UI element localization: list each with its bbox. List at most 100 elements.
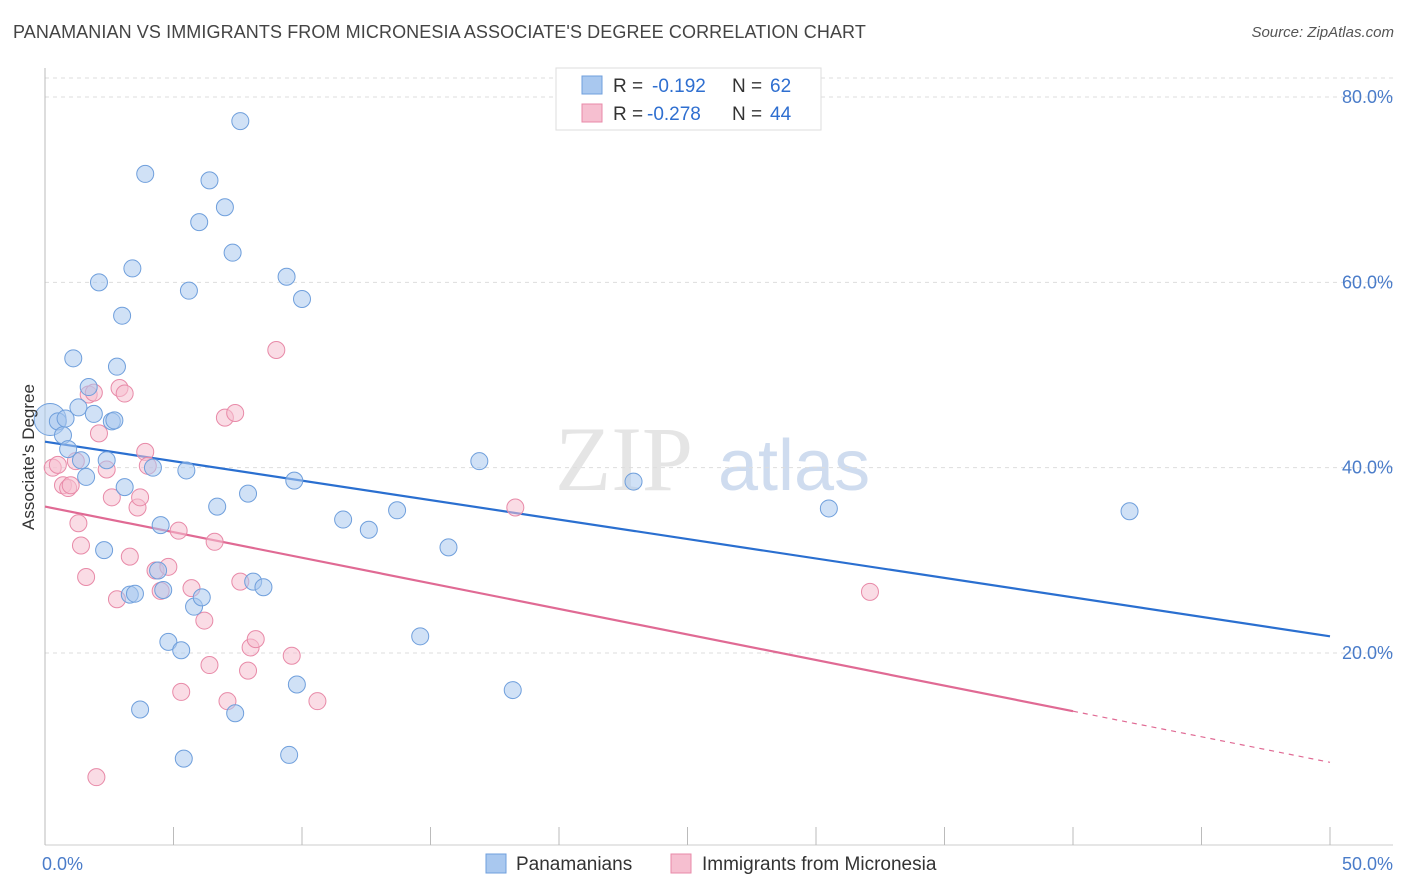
- y-axis-label: Associate's Degree: [19, 384, 38, 530]
- micronesia-point-14: [102, 488, 121, 507]
- micronesia-point-41: [308, 692, 327, 711]
- micronesia-point-30: [200, 656, 219, 675]
- panamanian-point-52: [388, 501, 407, 520]
- panamanian-point-41: [231, 112, 250, 131]
- panamanian-point-35: [192, 588, 211, 607]
- panamanian-point-44: [254, 578, 273, 597]
- legend-n-label-1: N =: [732, 76, 762, 97]
- panamanian-point-26: [151, 516, 170, 535]
- panamanian-point-20: [123, 259, 142, 278]
- micronesia-point-6: [69, 514, 88, 533]
- legend-swatch-panamanians: [581, 75, 603, 95]
- panamanian-point-42: [239, 484, 258, 503]
- micronesia-point-31: [205, 532, 224, 551]
- micronesia-point-11: [87, 768, 106, 787]
- panamanian-point-4: [59, 440, 78, 459]
- watermark-zip: ZIP: [555, 408, 693, 510]
- data-points: [33, 112, 1139, 787]
- panamanian-point-58: [819, 499, 838, 518]
- micronesia-point-39: [267, 340, 286, 359]
- panamanian-point-22: [131, 700, 150, 719]
- panamanian-point-53: [411, 627, 430, 646]
- panamanian-point-9: [79, 378, 98, 397]
- panamanian-point-25: [149, 561, 168, 580]
- micronesia-point-26: [169, 521, 188, 540]
- micronesia-point-12: [89, 424, 108, 443]
- y-tick-label-80: 80.0%: [1342, 87, 1393, 107]
- micronesia-point-1: [48, 455, 67, 474]
- bottom-legend-label-micronesia: Immigrants from Micronesia: [702, 854, 937, 875]
- bottom-legend-swatch-micronesia: [670, 853, 692, 874]
- bottom-legend-label-panamanians: Panamanians: [516, 854, 632, 875]
- x-tick-label-max: 50.0%: [1342, 854, 1393, 874]
- panamanian-point-31: [177, 461, 196, 480]
- panamanian-point-17: [113, 306, 132, 325]
- trend-line-extension-1: [1072, 710, 1331, 763]
- micronesia-point-27: [172, 682, 191, 701]
- micronesia-point-7: [71, 536, 90, 555]
- panamanian-point-11: [89, 273, 108, 292]
- micronesia-point-29: [195, 611, 214, 630]
- panamanian-point-10: [84, 404, 103, 423]
- panamanian-point-32: [179, 281, 198, 300]
- panamanian-point-48: [287, 675, 306, 694]
- panamanian-point-13: [97, 451, 116, 470]
- panamanian-point-23: [136, 164, 155, 183]
- panamanian-point-37: [208, 497, 227, 516]
- panamanian-point-54: [439, 538, 458, 557]
- y-tick-label-40: 40.0%: [1342, 458, 1393, 478]
- bottom-legend-swatch-panamanians: [485, 853, 507, 874]
- panamanian-point-16: [107, 357, 126, 376]
- legend-n-value-1: 62: [770, 76, 791, 97]
- micronesia-point-42: [506, 498, 525, 517]
- panamanian-point-18: [115, 478, 134, 497]
- legend-r-value-1: -0.192: [652, 76, 706, 97]
- panamanian-point-36: [200, 171, 219, 190]
- panamanian-point-5: [64, 349, 83, 368]
- panamanian-point-3: [56, 409, 75, 428]
- panamanian-point-49: [293, 290, 311, 309]
- panamanian-point-46: [280, 745, 299, 764]
- legend-swatch-micronesia: [581, 103, 603, 123]
- micronesia-point-20: [131, 488, 150, 507]
- y-tick-label-20: 20.0%: [1342, 643, 1393, 663]
- panamanian-point-21: [125, 584, 144, 603]
- x-tick-label-min: 0.0%: [42, 854, 83, 874]
- micronesia-point-8: [77, 568, 96, 587]
- panamanian-point-34: [190, 213, 209, 232]
- micronesia-point-43: [860, 582, 879, 601]
- micronesia-point-4: [61, 476, 80, 495]
- panamanian-point-39: [223, 243, 242, 262]
- panamanian-point-29: [172, 641, 191, 660]
- panamanian-point-38: [215, 198, 234, 217]
- panamanian-point-55: [470, 452, 489, 471]
- panamanian-point-40: [226, 704, 245, 723]
- panamanian-point-50: [334, 510, 353, 529]
- panamanian-point-57: [624, 472, 643, 491]
- chart-title: PANAMANIAN VS IMMIGRANTS FROM MICRONESIA…: [13, 22, 866, 42]
- legend-n-value-2: 44: [770, 104, 792, 125]
- micronesia-point-34: [226, 403, 245, 422]
- micronesia-point-40: [282, 646, 301, 665]
- watermark-atlas: atlas: [718, 426, 870, 506]
- panamanian-point-15: [105, 411, 124, 430]
- panamanian-point-28: [159, 632, 178, 651]
- legend-r-label-2: R =: [613, 104, 643, 125]
- micronesia-point-18: [120, 547, 139, 566]
- panamanian-point-56: [503, 681, 522, 700]
- panamanian-point-51: [359, 520, 378, 539]
- x-axis-ticks: [44, 827, 1331, 845]
- panamanian-point-30: [174, 749, 193, 768]
- panamanian-point-45: [277, 267, 296, 286]
- panamanian-point-8: [77, 467, 96, 486]
- legend-n-label-2: N =: [732, 104, 762, 125]
- panamanian-point-12: [95, 541, 114, 560]
- panamanian-point-59: [1120, 502, 1139, 521]
- legend-r-label-1: R =: [613, 76, 643, 97]
- panamanian-point-7: [71, 451, 90, 470]
- legend-r-value-2: -0.278: [647, 104, 701, 125]
- micronesia-point-38: [246, 630, 265, 649]
- panamanian-point-27: [154, 580, 173, 599]
- series-legend: Panamanians Immigrants from Micronesia: [485, 853, 937, 875]
